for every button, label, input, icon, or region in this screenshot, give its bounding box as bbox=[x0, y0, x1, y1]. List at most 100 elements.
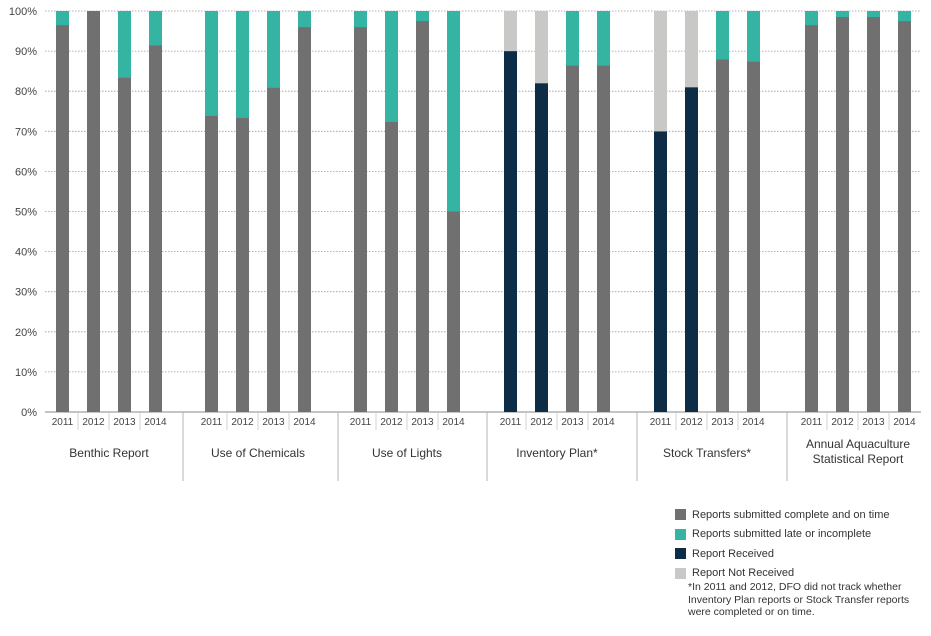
bar-3-3-complete bbox=[597, 65, 610, 412]
x-tick-label-4-2: 2013 bbox=[711, 417, 734, 428]
legend-swatch-not-received bbox=[675, 567, 686, 579]
x-tick-label-2-3: 2014 bbox=[442, 417, 465, 428]
y-tick-label-1: 10% bbox=[15, 367, 37, 379]
bar-0-3-complete bbox=[149, 45, 162, 413]
y-tick-label-5: 50% bbox=[15, 207, 37, 219]
x-tick-label-5-1: 2012 bbox=[831, 417, 854, 428]
bar-1-0-complete bbox=[205, 115, 218, 412]
y-tick-label-9: 90% bbox=[15, 46, 37, 58]
bar-4-0-received bbox=[654, 131, 667, 413]
x-tick-label-1-0: 2011 bbox=[201, 417, 223, 428]
bar-0-2-complete bbox=[118, 77, 131, 412]
bar-5-0-late bbox=[805, 11, 818, 26]
bar-4-3-complete bbox=[747, 61, 760, 412]
x-tick-label-2-2: 2013 bbox=[411, 417, 434, 428]
bar-4-1-received bbox=[685, 87, 698, 412]
group-label-4-line-0: Stock Transfers* bbox=[663, 446, 751, 460]
y-tick-label-2: 20% bbox=[15, 327, 37, 339]
x-tick-label-4-0: 2011 bbox=[650, 417, 672, 428]
group-labels: Benthic Report Use of Chemicals Use of Lig… bbox=[69, 437, 910, 466]
y-tick-label-3: 30% bbox=[15, 287, 37, 299]
legend-swatch-received bbox=[675, 548, 686, 560]
bar-5-1-late bbox=[836, 11, 849, 18]
legend-label-not-received: Report Not Received bbox=[692, 567, 795, 580]
x-tick-label-3-3: 2014 bbox=[592, 417, 615, 428]
y-tick-label-10: 100% bbox=[9, 6, 37, 18]
bar-5-1-complete bbox=[836, 17, 849, 412]
x-tick-label-3-2: 2013 bbox=[561, 417, 584, 428]
bar-2-3-late bbox=[447, 11, 460, 212]
legend-item-late: Reports submitted late or incomplete bbox=[675, 525, 931, 545]
y-tick-label-8: 80% bbox=[15, 86, 37, 98]
bar-5-2-late bbox=[867, 11, 880, 18]
bar-5-3-late bbox=[898, 11, 911, 22]
x-tick-label-1-3: 2014 bbox=[293, 417, 316, 428]
bar-3-0-received bbox=[504, 51, 517, 412]
bars bbox=[56, 11, 911, 413]
bar-3-1-received bbox=[535, 83, 548, 413]
bar-4-2-late bbox=[716, 11, 729, 60]
x-tick-label-2-1: 2012 bbox=[380, 417, 403, 428]
group-label-5-line-0: Annual Aquaculture bbox=[806, 437, 910, 451]
group-label-5-line-1: Statistical Report bbox=[813, 452, 904, 466]
bar-0-1-complete bbox=[87, 11, 100, 412]
bar-0-0-late bbox=[56, 11, 69, 26]
x-tick-label-4-3: 2014 bbox=[742, 417, 765, 428]
bar-5-0-complete bbox=[805, 25, 818, 412]
group-separators bbox=[182, 412, 788, 481]
gridlines bbox=[45, 10, 921, 413]
group-label-2-line-0: Use of Lights bbox=[372, 446, 442, 460]
x-tick-label-5-2: 2013 bbox=[862, 417, 885, 428]
legend-label-received: Report Received bbox=[692, 547, 774, 560]
x-tick-label-0-1: 2012 bbox=[82, 417, 105, 428]
bar-0-0-complete bbox=[56, 25, 69, 412]
legend-swatch-complete bbox=[675, 509, 686, 521]
bar-2-0-complete bbox=[354, 27, 367, 412]
x-tick-label-0-0: 2011 bbox=[52, 417, 74, 428]
y-tick-label-0: 0% bbox=[21, 407, 37, 419]
bar-2-2-late bbox=[416, 11, 429, 22]
bar-5-3-complete bbox=[898, 21, 911, 413]
bar-2-0-late bbox=[354, 11, 367, 28]
x-tick-label-4-1: 2012 bbox=[680, 417, 703, 428]
bar-1-1-complete bbox=[236, 117, 249, 412]
bar-2-1-late bbox=[385, 11, 398, 122]
group-label-1-line-0: Use of Chemicals bbox=[211, 446, 305, 460]
bar-2-1-complete bbox=[385, 121, 398, 413]
group-label-0-line-0: Benthic Report bbox=[69, 446, 149, 460]
x-tick-label-5-0: 2011 bbox=[801, 417, 823, 428]
legend-label-complete: Reports submitted complete and on time bbox=[692, 508, 890, 521]
group-label-3-line-0: Inventory Plan* bbox=[516, 446, 598, 460]
legend: Reports submitted complete and on time R… bbox=[675, 505, 931, 583]
x-tick-label-1-2: 2013 bbox=[262, 417, 285, 428]
x-tick-label-5-3: 2014 bbox=[893, 417, 916, 428]
bar-2-2-complete bbox=[416, 21, 429, 413]
bar-4-0-not_received bbox=[654, 11, 667, 132]
bar-3-2-complete bbox=[566, 65, 579, 412]
x-tick-label-3-1: 2012 bbox=[530, 417, 553, 428]
bar-1-3-late bbox=[298, 11, 311, 28]
bar-4-3-late bbox=[747, 11, 760, 62]
x-axis-ticks: 2011 2012 2013 2014 2011 2012 2013 2014 2011 2012… bbox=[52, 413, 916, 430]
y-tick-label-6: 60% bbox=[15, 166, 37, 178]
bar-1-1-late bbox=[236, 11, 249, 118]
bar-4-2-complete bbox=[716, 59, 729, 413]
bar-0-3-late bbox=[149, 11, 162, 46]
bar-1-0-late bbox=[205, 11, 218, 116]
y-tick-label-7: 70% bbox=[15, 126, 37, 138]
bar-0-2-late bbox=[118, 11, 131, 78]
legend-item-complete: Reports submitted complete and on time bbox=[675, 505, 931, 525]
legend-label-late: Reports submitted late or incomplete bbox=[692, 528, 872, 541]
x-tick-label-0-3: 2014 bbox=[144, 417, 167, 428]
x-tick-label-2-0: 2011 bbox=[350, 417, 372, 428]
bar-1-2-complete bbox=[267, 87, 280, 412]
bar-3-2-late bbox=[566, 11, 579, 66]
chart-footnote: *In 2011 and 2012, DFO did not track whe… bbox=[688, 581, 910, 618]
bar-2-3-complete bbox=[447, 211, 460, 412]
bar-1-2-late bbox=[267, 11, 280, 88]
legend-item-not-received: Report Not Received bbox=[675, 564, 931, 584]
bar-4-1-not_received bbox=[685, 11, 698, 88]
legend-item-received: Report Received bbox=[675, 544, 931, 564]
bar-3-3-late bbox=[597, 11, 610, 66]
